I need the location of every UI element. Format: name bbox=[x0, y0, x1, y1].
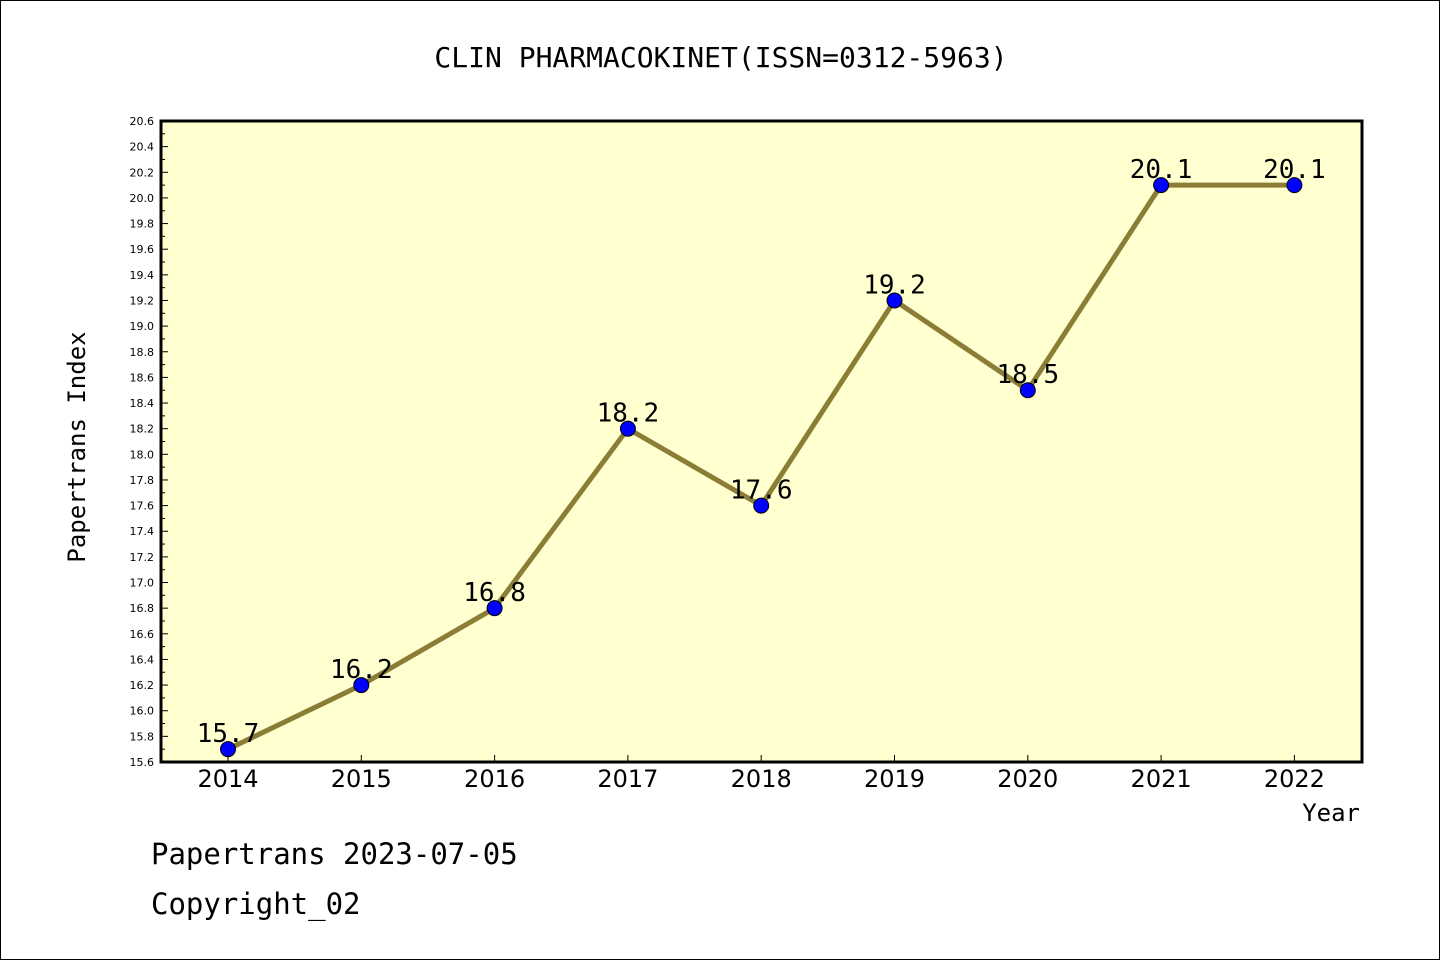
y-tick-label: 17.6 bbox=[130, 500, 155, 513]
x-tick-label: 2016 bbox=[464, 765, 525, 793]
data-label: 20.1 bbox=[1263, 155, 1326, 185]
y-tick-label: 17.2 bbox=[130, 551, 155, 564]
y-tick-label: 18.0 bbox=[130, 448, 155, 461]
data-point-marker bbox=[1153, 177, 1170, 194]
y-tick-label: 18.6 bbox=[130, 371, 155, 384]
y-tick-label: 16.4 bbox=[130, 653, 155, 666]
x-tick-label: 2014 bbox=[197, 765, 258, 793]
y-axis-label: Papertrans Index bbox=[63, 331, 91, 562]
x-axis: 2014 2015 2016 2017 2018 2019 2020 2021 2022 bbox=[197, 755, 1325, 793]
y-tick-label: 19.2 bbox=[130, 294, 155, 307]
data-label: 18.5 bbox=[996, 360, 1059, 390]
data-labels: 15.7 16.2 16.8 18.2 17.6 19.2 18.5 20.1 20.1 bbox=[197, 155, 1326, 749]
x-tick-label: 2022 bbox=[1264, 765, 1325, 793]
series-line-group bbox=[220, 177, 1303, 758]
chart-title: CLIN PHARMACOKINET(ISSN=0312-5963) bbox=[434, 41, 1007, 74]
data-label: 16.2 bbox=[330, 655, 393, 685]
x-tick-label: 2021 bbox=[1131, 765, 1192, 793]
y-tick-label: 19.4 bbox=[130, 269, 155, 282]
y-tick-label: 20.4 bbox=[130, 141, 155, 154]
y-tick-label: 20.6 bbox=[130, 115, 155, 128]
y-tick-label: 17.4 bbox=[130, 525, 155, 538]
footer-date: Papertrans 2023-07-05 bbox=[151, 837, 518, 871]
y-tick-label: 16.0 bbox=[130, 705, 155, 718]
plot-area bbox=[159, 119, 1364, 764]
data-point-marker bbox=[1286, 177, 1303, 194]
data-point-marker bbox=[753, 497, 770, 514]
data-point-marker bbox=[886, 292, 903, 309]
data-label: 16.8 bbox=[463, 578, 526, 608]
y-tick-label: 16.6 bbox=[130, 628, 155, 641]
x-tick-label: 2019 bbox=[864, 765, 925, 793]
y-axis: 15.6 15.8 16.0 16.2 16.4 16.6 16.8 17.0 17.2 17.4… bbox=[130, 115, 168, 769]
x-tick-label: 2017 bbox=[597, 765, 658, 793]
y-tick-label: 18.8 bbox=[130, 346, 155, 359]
x-tick-label: 2015 bbox=[331, 765, 392, 793]
data-point-marker bbox=[1019, 382, 1036, 399]
data-point-marker bbox=[353, 677, 370, 694]
y-tick-label: 20.0 bbox=[130, 192, 155, 205]
x-axis-label: Year bbox=[1302, 799, 1360, 827]
x-tick-label: 2018 bbox=[731, 765, 792, 793]
footer-copyright: Copyright_02 bbox=[151, 887, 361, 922]
data-point-marker bbox=[486, 600, 503, 617]
y-tick-label: 17.0 bbox=[130, 577, 155, 590]
y-tick-label: 16.8 bbox=[130, 602, 155, 615]
y-tick-label: 18.4 bbox=[130, 397, 155, 410]
data-label: 17.6 bbox=[730, 476, 793, 506]
y-tick-label: 15.8 bbox=[130, 730, 155, 743]
y-tick-label: 15.6 bbox=[130, 756, 155, 769]
y-tick-label: 20.2 bbox=[130, 166, 155, 179]
y-tick-label: 16.2 bbox=[130, 679, 155, 692]
data-point-marker bbox=[619, 420, 636, 437]
x-tick-label: 2020 bbox=[997, 765, 1058, 793]
data-label: 15.7 bbox=[197, 719, 260, 749]
data-point-marker bbox=[220, 741, 236, 758]
data-label: 19.2 bbox=[863, 270, 926, 300]
y-tick-label: 18.2 bbox=[130, 423, 155, 436]
y-tick-label: 19.8 bbox=[130, 218, 155, 231]
y-tick-label: 19.6 bbox=[130, 243, 155, 256]
y-tick-label: 17.8 bbox=[130, 474, 155, 487]
data-label: 20.1 bbox=[1130, 155, 1193, 185]
y-tick-label: 19.0 bbox=[130, 320, 155, 333]
data-label: 18.2 bbox=[597, 399, 660, 429]
